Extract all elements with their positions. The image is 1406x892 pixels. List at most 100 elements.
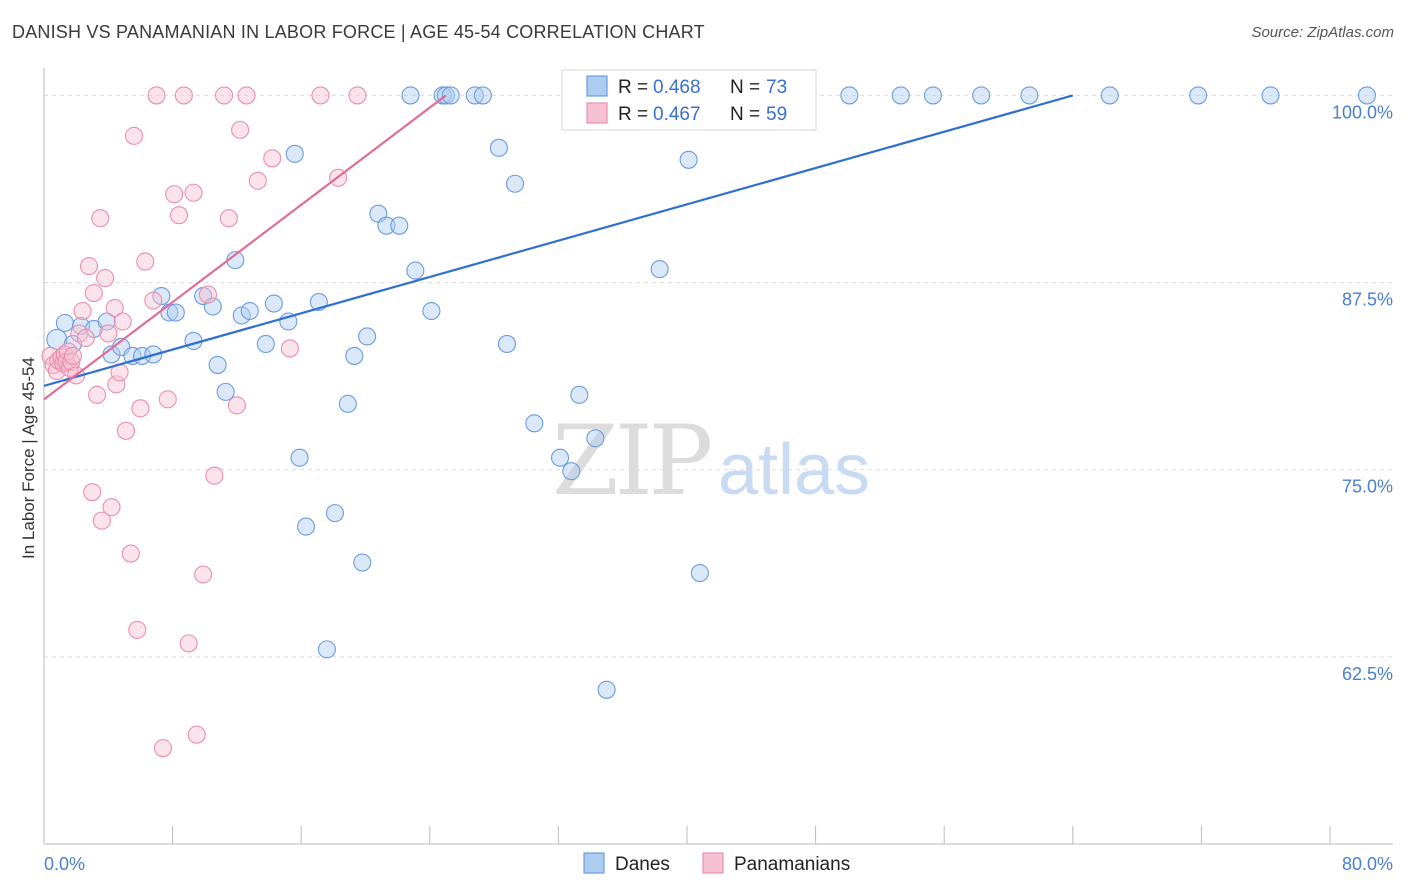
point-danes-1 [55,313,74,333]
trend-line-panamanians [43,94,447,401]
series-legend: Danes Panamanians [583,852,850,875]
point-panamanians-56 [311,86,330,105]
point-panamanians-25 [105,298,124,318]
point-danes-68 [1020,86,1039,105]
point-panamanians-48 [214,86,234,105]
point-danes-72 [1357,86,1377,105]
y-tick-label-1: 87.5% [1342,290,1393,310]
point-panamanians-18 [84,284,103,303]
point-danes-0 [46,328,68,351]
point-danes-13 [166,303,185,322]
point-danes-60 [690,563,709,583]
bottom-legend-label-danes: Danes [615,854,670,875]
chart-title: DANISH VS PANAMANIAN IN LABOR FORCE | AG… [12,22,705,42]
point-panamanians-29 [116,421,136,440]
legend-swatch-panamanians [586,102,608,124]
point-panamanians-38 [158,390,177,409]
y-tick-label-0: 100.0% [1332,102,1393,122]
watermark-zip: ZIP [552,405,711,517]
y-tick-labels: 100.0% 87.5% 75.0% 62.5% [1332,102,1393,683]
trend-lines [43,94,1074,401]
point-danes-69 [1100,86,1119,105]
point-danes-27 [296,517,316,536]
point-panamanians-19 [87,385,107,404]
point-panamanians-32 [128,620,147,639]
point-panamanians-15 [76,328,95,348]
point-panamanians-55 [280,339,299,358]
point-danes-54 [597,680,616,699]
point-panamanians-35 [144,291,163,310]
point-danes-46 [489,138,508,157]
point-danes-66 [923,86,942,105]
point-panamanians-36 [147,86,166,105]
point-danes-21 [240,301,259,321]
point-danes-30 [325,504,345,523]
point-danes-17 [208,355,227,374]
point-panamanians-30 [121,544,140,563]
point-danes-48 [505,174,525,193]
x-tick-max: 80.0% [1342,854,1393,874]
point-danes-16 [203,297,222,316]
axes [43,68,1393,845]
point-panamanians-33 [131,399,150,418]
point-panamanians-24 [102,498,121,517]
point-danes-25 [285,144,304,163]
trend-line-danes [43,94,1074,387]
point-panamanians-11 [63,346,82,365]
point-panamanians-10 [62,352,81,371]
point-danes-47 [497,334,517,354]
legend-r-label-danes: R = [618,77,648,98]
point-danes-26 [290,448,309,467]
point-danes-53 [586,429,605,448]
y-tick-label-3: 62.5% [1342,664,1393,684]
bottom-legend-swatch-danes [583,852,605,874]
point-danes-50 [550,448,570,467]
point-panamanians-9 [60,358,79,377]
legend-n-label-panamanians: N = [730,104,760,125]
point-danes-65 [891,86,910,105]
point-panamanians-22 [96,269,115,288]
point-panamanians-39 [165,185,184,204]
point-danes-70 [1189,86,1208,105]
point-danes-59 [679,150,698,169]
point-danes-33 [353,553,372,572]
y-axis-label: In Labor Force | Age 45-54 [19,357,38,559]
point-panamanians-58 [348,86,367,105]
point-danes-22 [256,334,275,354]
scatter-points [41,86,1377,758]
point-panamanians-16 [79,257,99,276]
point-danes-29 [317,640,336,659]
point-danes-36 [377,216,396,235]
point-panamanians-23 [99,324,118,343]
y-tick-label-2: 75.0% [1342,477,1393,497]
point-panamanians-21 [92,511,111,530]
legend-swatch-danes [586,75,608,97]
legend-r-value-panamanians: 0.467 [653,104,701,125]
legend-r-value-danes: 0.468 [653,77,701,98]
point-danes-23 [264,294,283,313]
point-danes-37 [390,216,409,235]
point-danes-18 [216,382,235,401]
point-danes-40 [422,301,441,321]
point-danes-71 [1261,86,1280,105]
point-panamanians-49 [219,209,238,228]
point-danes-34 [358,327,377,346]
point-danes-49 [525,414,544,433]
point-danes-45 [473,86,492,105]
point-panamanians-26 [107,375,126,394]
point-panamanians-43 [184,183,203,202]
point-panamanians-20 [91,209,110,228]
source-label: Source: ZipAtlas.com [1251,24,1394,41]
point-panamanians-44 [187,725,206,744]
point-panamanians-53 [248,171,267,190]
point-danes-67 [972,86,991,105]
point-panamanians-46 [198,285,218,304]
point-panamanians-50 [227,396,246,415]
bottom-legend-swatch-panamanians [702,852,724,874]
legend-r-label-panamanians: R = [618,104,648,125]
point-danes-39 [406,261,425,280]
point-panamanians-54 [263,149,282,168]
gridlines [44,94,1393,658]
point-danes-57 [650,260,669,279]
